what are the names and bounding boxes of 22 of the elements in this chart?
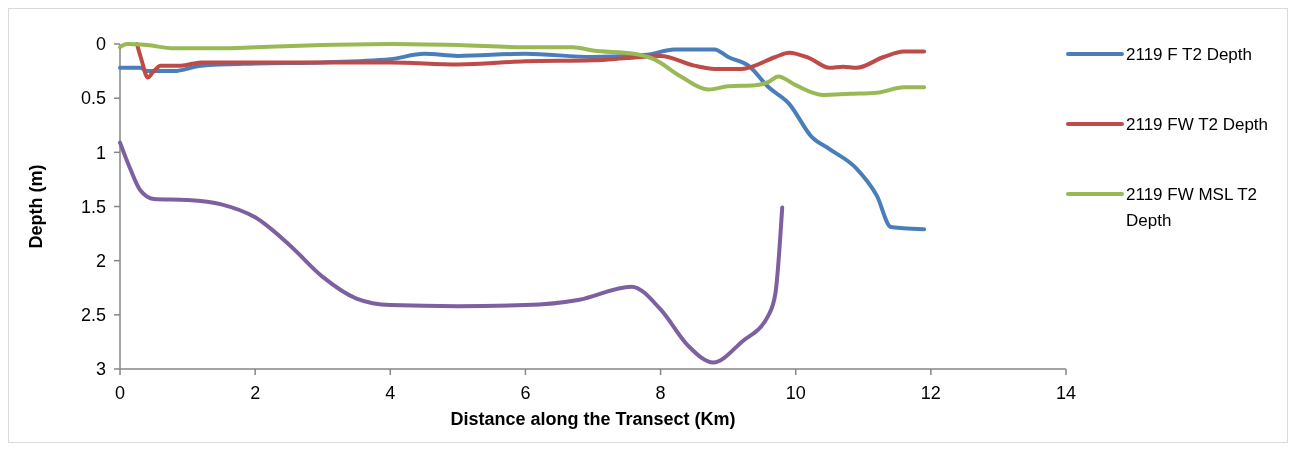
x-tick-label: 2 [250, 383, 261, 403]
y-axis-title: Depth (m) [26, 164, 46, 249]
legend-label: 2119 FW MSL T2 Depth [1126, 185, 1258, 230]
x-tick-label: 14 [1055, 383, 1077, 403]
x-tick-label: 4 [385, 383, 396, 403]
legend-label: 2119 FW T2 Depth [1126, 115, 1269, 134]
line-series [118, 140, 785, 365]
line-series [118, 42, 927, 97]
y-tick-label: 1.5 [80, 196, 106, 217]
x-tick-label: 12 [920, 383, 941, 403]
y-tick-label: 2 [95, 250, 106, 271]
x-tick-label: 8 [655, 383, 666, 403]
y-tick-label: 2.5 [80, 305, 106, 326]
x-tick-label: 0 [114, 383, 126, 403]
y-tick-label: 1 [95, 142, 106, 163]
legend-label: 2119 F T2 Depth [1126, 45, 1253, 64]
y-tick-label: 0.5 [80, 88, 106, 109]
y-tick-label: 3 [95, 359, 106, 380]
x-tick-label: 10 [785, 383, 806, 403]
x-axis-title: Distance along the Transect (Km) [450, 409, 736, 429]
y-tick-label: 0 [95, 34, 106, 55]
x-tick-label: 6 [520, 383, 531, 403]
